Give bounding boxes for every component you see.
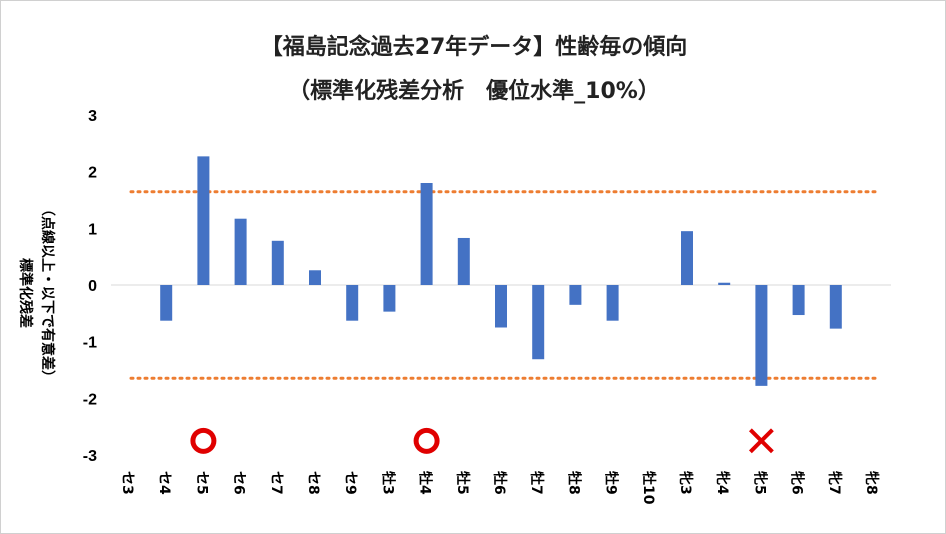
bar-セ8 — [309, 270, 321, 285]
bar-セ7 — [271, 240, 284, 285]
bar-牝4 — [718, 282, 731, 285]
bar-牡7 — [532, 285, 545, 360]
x-tick-label: セ4 — [156, 471, 172, 495]
bar-牡8 — [569, 285, 582, 305]
y-tick-label: -2 — [83, 391, 97, 408]
y-tick-label: 3 — [88, 108, 97, 125]
x-tick-label: セ3 — [119, 471, 135, 495]
x-tick-label: 牝4 — [714, 471, 731, 495]
bar-セ9 — [346, 285, 359, 321]
bar-牡4 — [420, 183, 433, 285]
x-tick-label: 牝3 — [677, 471, 694, 495]
x-tick-label: セ5 — [193, 471, 209, 495]
bar-牝5 — [755, 285, 768, 386]
x-tick-label: 牝7 — [826, 471, 843, 495]
y-tick-label: 2 — [88, 165, 97, 182]
y-tick-label: -3 — [83, 448, 97, 465]
x-tick-label: セ7 — [268, 471, 284, 495]
y-tick-label: -1 — [83, 335, 97, 352]
chart-subtitle: （標準化残差分析 優位水準_10%） — [288, 79, 660, 104]
x-tick-label: セ6 — [231, 471, 247, 495]
x-tick-label: 牝8 — [863, 471, 880, 495]
x-tick-label: 牝5 — [751, 471, 768, 495]
bar-牝3 — [681, 231, 693, 285]
y-tick-label: 1 — [88, 221, 97, 238]
x-tick-label: 牡9 — [603, 471, 620, 495]
chart-title: 【福島記念過去27年データ】性齢毎の傾向 — [260, 35, 688, 60]
bar-セ5 — [197, 156, 210, 285]
x-tick-label: 牡7 — [528, 471, 545, 495]
bar-牡9 — [606, 285, 619, 321]
x-tick-label: 牡10 — [640, 471, 657, 505]
cross-marker — [748, 428, 774, 454]
bar-セ6 — [234, 218, 247, 285]
bar-牡3 — [383, 285, 396, 312]
bar-牝7 — [829, 285, 842, 329]
x-tick-label: 牡8 — [565, 471, 582, 495]
bar-牡5 — [457, 237, 470, 285]
bar-牝6 — [792, 285, 805, 316]
bar-セ4 — [160, 285, 173, 321]
x-tick-label: セ9 — [342, 471, 358, 495]
circle-marker-inner — [418, 432, 435, 449]
x-tick-label: 牡6 — [491, 471, 508, 495]
x-tick-label: 牡5 — [454, 471, 471, 495]
x-tick-label: 牝6 — [789, 471, 806, 495]
y-tick-label: 0 — [88, 278, 97, 295]
bar-牡6 — [495, 285, 507, 328]
circle-marker-inner — [195, 432, 212, 449]
x-tick-label: 牡3 — [379, 471, 396, 495]
x-tick-label: セ8 — [305, 471, 321, 495]
x-tick-label: 牡4 — [417, 471, 434, 495]
